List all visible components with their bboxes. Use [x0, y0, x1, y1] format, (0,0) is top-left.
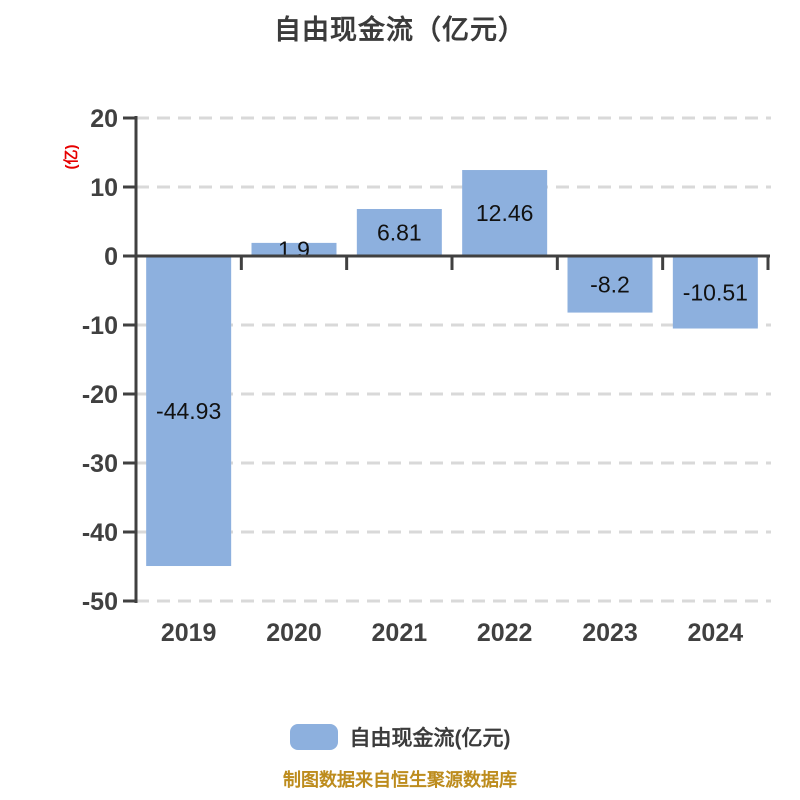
bar-2022: [462, 170, 548, 256]
legend-swatch-icon: [289, 724, 338, 750]
value-label-2020: 1.9: [278, 236, 310, 262]
y-tick-label: -30: [82, 450, 118, 478]
y-tick-label: -40: [82, 519, 118, 547]
value-label-2022: 12.46: [476, 200, 534, 226]
data-source-caption: 制图数据来自恒生聚源数据库: [283, 770, 517, 790]
value-label-2021: 6.81: [377, 220, 422, 246]
legend: 自由现金流(亿元): [0, 722, 800, 752]
bar-2020: [251, 242, 337, 256]
legend-label: 自由现金流(亿元): [349, 727, 511, 750]
x-tick-label-2021: 2021: [372, 619, 428, 647]
y-tick-label: -20: [82, 381, 118, 409]
x-tick-label-2020: 2020: [266, 619, 322, 647]
x-tick-label-2024: 2024: [688, 619, 744, 647]
y-tick-label: 20: [90, 105, 118, 133]
x-tick-label-2019: 2019: [161, 619, 217, 647]
y-tick-label: -10: [82, 312, 118, 340]
x-tick-label-2022: 2022: [477, 619, 533, 647]
value-label-2019: -44.93: [156, 398, 221, 424]
bar-2021: [356, 209, 442, 256]
y-tick-label: -50: [82, 588, 118, 616]
bar-chart-plot-area: -44.93 1.9 6.81 12.46 -8.2 -10.51 20 10 0 -10 -20 -…: [82, 105, 771, 647]
x-tick-label-2023: 2023: [582, 619, 638, 647]
chart-title: 自由现金流（亿元）: [274, 15, 526, 45]
y-tick-label: 0: [104, 243, 118, 271]
bar-2019: [146, 256, 232, 567]
y-tick-label: 10: [90, 174, 118, 202]
value-label-2023: -8.2: [590, 271, 630, 297]
bar-2024: [672, 256, 758, 329]
bar-2023: [567, 256, 653, 313]
value-label-2024: -10.51: [683, 279, 748, 305]
